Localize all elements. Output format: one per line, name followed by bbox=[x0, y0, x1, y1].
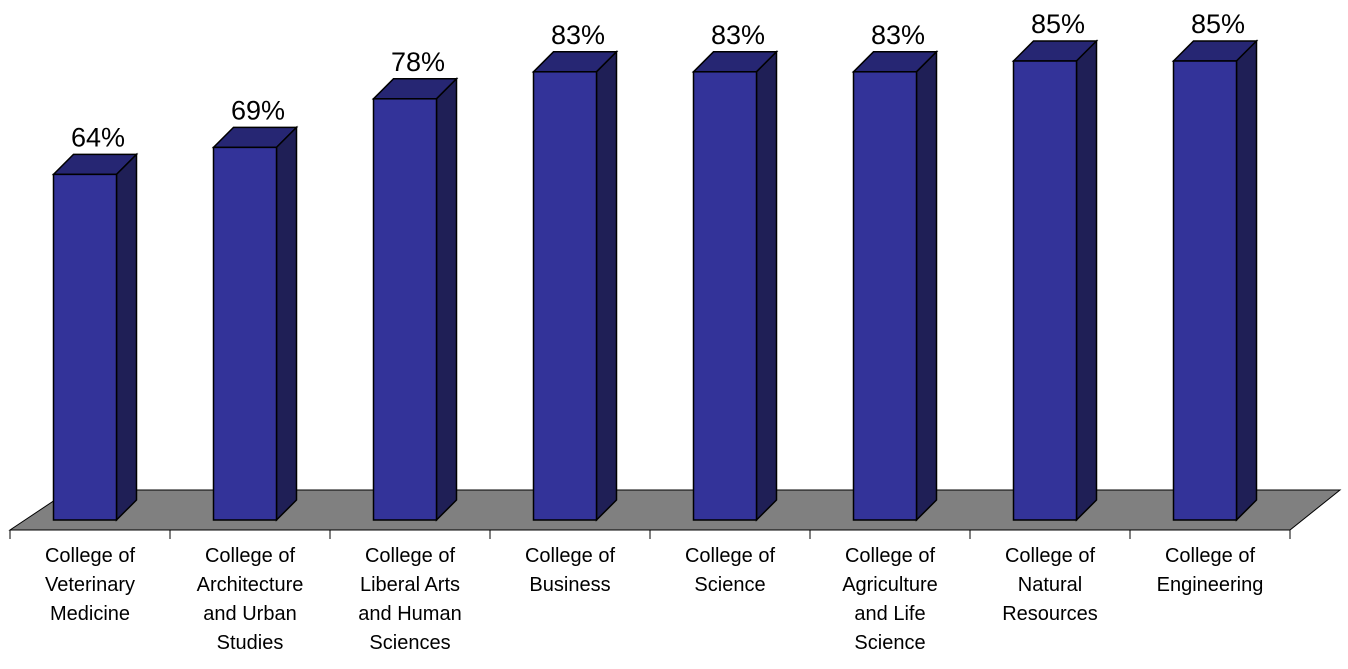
bar-value-label: 83% bbox=[551, 20, 605, 50]
bar bbox=[211, 125, 299, 522]
bar-side-face bbox=[435, 76, 458, 522]
bar-front-face bbox=[1012, 60, 1078, 521]
category-label-line: College of bbox=[45, 545, 136, 567]
bar-side-face bbox=[915, 49, 938, 522]
category-label-line: Studies bbox=[217, 632, 284, 654]
bar-front-face bbox=[52, 173, 118, 521]
category-label-line: College of bbox=[1005, 545, 1096, 567]
bar-value-label: 78% bbox=[391, 47, 445, 77]
category-label-line: College of bbox=[205, 545, 296, 567]
category-label: College of Veterinary Medicine bbox=[45, 545, 136, 625]
category-label-line: Science bbox=[694, 574, 765, 596]
category-label-line: College of bbox=[525, 545, 616, 567]
bar-front-face bbox=[212, 146, 278, 521]
category-label: College of Agriculture and Life Science bbox=[842, 545, 938, 654]
bar-front-face bbox=[692, 71, 758, 521]
category-label-line: Liberal Arts bbox=[360, 574, 460, 596]
bar-side-face bbox=[275, 125, 298, 522]
bar bbox=[1171, 39, 1259, 522]
bar-side-face bbox=[1075, 39, 1098, 522]
bar-value-label: 85% bbox=[1031, 9, 1085, 39]
category-label-line: and Urban bbox=[203, 603, 296, 625]
bar-front-face bbox=[1172, 60, 1238, 521]
category-label-line: Business bbox=[529, 574, 610, 596]
bar-front-face bbox=[532, 71, 598, 521]
bar bbox=[531, 49, 619, 522]
category-label-line: Agriculture bbox=[842, 574, 938, 596]
category-label-line: Medicine bbox=[50, 603, 130, 625]
category-label-line: Engineering bbox=[1157, 574, 1264, 596]
category-label: College of Engineering bbox=[1157, 545, 1264, 596]
category-label: College of Business bbox=[525, 545, 616, 596]
category-label: College of Natural Resources bbox=[1002, 545, 1098, 625]
category-label-line: College of bbox=[365, 545, 456, 567]
category-label-line: College of bbox=[685, 545, 776, 567]
bar bbox=[51, 152, 139, 522]
category-label-line: College of bbox=[1165, 545, 1256, 567]
category-label: College of Liberal Arts and Human Sciences bbox=[358, 545, 461, 654]
bar-front-face bbox=[852, 71, 918, 521]
chart-floor bbox=[8, 489, 1342, 531]
category-label: College of Architecture and Urban Studies bbox=[197, 545, 304, 654]
bar-value-label: 85% bbox=[1191, 9, 1245, 39]
bar bbox=[371, 76, 459, 522]
bar-side-face bbox=[595, 49, 618, 522]
bar-front-face bbox=[372, 98, 438, 521]
bar-value-label: 64% bbox=[71, 122, 125, 152]
category-label-line: Veterinary bbox=[45, 574, 135, 596]
category-label-line: Science bbox=[854, 632, 925, 654]
bar bbox=[1011, 39, 1099, 522]
category-label-line: and Human bbox=[358, 603, 461, 625]
category-label-line: Architecture bbox=[197, 574, 304, 596]
bar-value-label: 69% bbox=[231, 95, 285, 125]
bar-side-face bbox=[755, 49, 778, 522]
category-label-line: Resources bbox=[1002, 603, 1098, 625]
category-label-line: Natural bbox=[1018, 574, 1082, 596]
bar-value-label: 83% bbox=[871, 20, 925, 50]
category-label: College of Science bbox=[685, 545, 776, 596]
category-label-line: Sciences bbox=[369, 632, 450, 654]
category-label-line: and Life bbox=[854, 603, 925, 625]
bar-value-label: 83% bbox=[711, 20, 765, 50]
bar bbox=[691, 49, 779, 522]
bar bbox=[851, 49, 939, 522]
bar-side-face bbox=[1235, 39, 1258, 522]
category-label-line: College of bbox=[845, 545, 936, 567]
bar-side-face bbox=[115, 152, 138, 522]
